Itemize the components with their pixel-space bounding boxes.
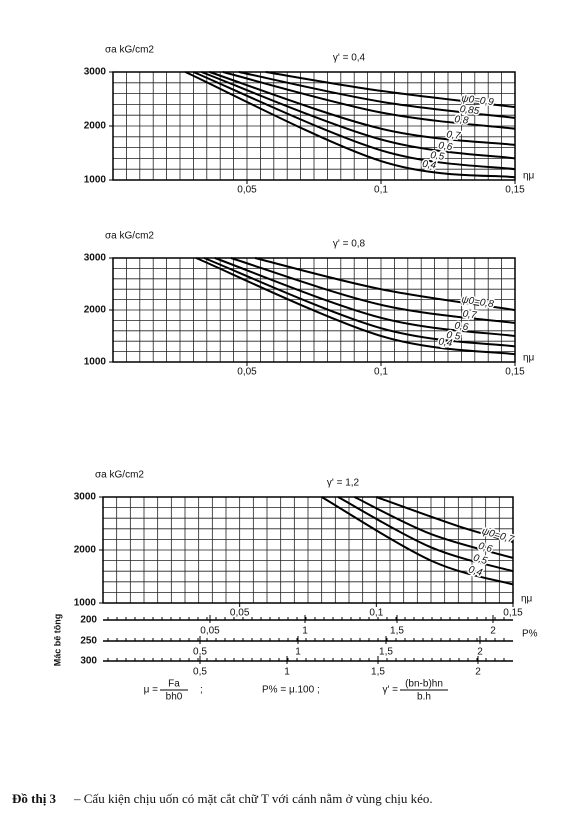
scale-tick-label: 2: [490, 626, 496, 637]
y-tick-label: 2000: [84, 305, 107, 316]
y-tick-label: 1000: [74, 598, 97, 609]
x-tick-label: 0,15: [505, 367, 525, 378]
y-tick-label: 3000: [84, 67, 107, 78]
scale-tick-label: 1,5: [371, 667, 385, 678]
curve: [230, 257, 516, 324]
y-tick-label: 2000: [74, 545, 97, 556]
x-tick-label: 0,1: [369, 608, 383, 619]
curve: [193, 71, 516, 171]
scale-tick-label: 1,5: [390, 626, 404, 637]
scales-title: Mác bê tông: [52, 614, 62, 667]
scale-grade: 250: [80, 636, 97, 647]
y-tick-label: 2000: [84, 121, 107, 132]
scales-unit: P%: [522, 629, 538, 640]
formula-num: Fa: [168, 679, 180, 690]
scale-tick-label: 1,5: [379, 647, 393, 658]
y-tick-label: 1000: [84, 357, 107, 368]
curve: [321, 496, 514, 586]
formula-lhs: μ =: [144, 685, 159, 696]
y-tick-label: 3000: [84, 253, 107, 264]
caption-text: – Cấu kiện chịu uốn có mặt cắt chữ T với…: [73, 791, 433, 806]
curve: [195, 257, 516, 356]
x-tick-label: 0,05: [237, 185, 257, 196]
x-axis-label: ημ: [523, 353, 535, 364]
x-tick-label: 0,05: [230, 608, 250, 619]
curve: [222, 71, 516, 130]
curve: [184, 71, 516, 179]
curve-label: 0,6: [454, 320, 470, 333]
chart-title: γ' = 0,4: [333, 53, 366, 64]
y-tick-label: 3000: [74, 492, 97, 503]
x-axis-label: ημ: [521, 594, 533, 605]
formula-num: (bn-b)hn: [405, 679, 443, 690]
scale-tick-label: 2: [477, 647, 483, 658]
x-axis-label: ημ: [523, 171, 535, 182]
x-tick-label: 0,15: [503, 608, 523, 619]
curve-label: 0,7: [462, 309, 478, 322]
x-tick-label: 0,1: [374, 367, 388, 378]
scale-grade: 300: [80, 656, 97, 667]
curve: [238, 71, 516, 119]
caption-label: Đồ thị 3: [12, 791, 57, 806]
scale-tick-label: 1: [295, 647, 301, 658]
curve-label: 0,6: [438, 140, 454, 153]
y-axis-label: σa kG/cm2: [95, 470, 144, 481]
curve-label: 0,8: [454, 114, 470, 127]
chart-title: γ' = 1,2: [327, 478, 360, 489]
curve: [354, 496, 514, 559]
scale-grade: 200: [80, 615, 97, 626]
curve-label: 0,5: [446, 330, 462, 343]
scale-tick-label: 1: [302, 626, 308, 637]
curve: [254, 257, 516, 311]
curve-label: 0,4: [422, 159, 438, 172]
curve: [337, 496, 514, 573]
y-tick-label: 1000: [84, 175, 107, 186]
formula-text: P% = μ.100 ;: [262, 685, 320, 696]
curve-label: 0,4: [438, 336, 454, 349]
x-tick-label: 0,05: [237, 367, 257, 378]
scale-tick-label: 1: [284, 667, 290, 678]
scale-tick-label: 0,5: [193, 647, 207, 658]
formula-tail: ;: [200, 685, 203, 696]
curve-label: 0,85: [459, 104, 480, 117]
curve: [203, 257, 516, 348]
scale-tick-label: 0,5: [193, 667, 207, 678]
x-tick-label: 0,1: [374, 185, 388, 196]
curve: [265, 71, 516, 109]
chart-title: γ' = 0,8: [333, 239, 366, 250]
y-axis-label: σa kG/cm2: [105, 45, 154, 56]
curve-label: 0,7: [446, 129, 462, 142]
y-axis-label: σa kG/cm2: [105, 231, 154, 242]
scale-tick-label: 2: [475, 667, 481, 678]
curve: [214, 257, 516, 337]
curve: [209, 71, 516, 146]
x-tick-label: 0,15: [505, 185, 525, 196]
formula-den: b.h: [417, 692, 431, 703]
formula-lhs: γ' =: [382, 685, 398, 696]
curve-label: 0,5: [430, 150, 446, 163]
formula-den: bh0: [166, 692, 183, 703]
scale-tick-label: 0,05: [200, 626, 220, 637]
curve: [201, 71, 516, 160]
curve: [375, 496, 514, 544]
